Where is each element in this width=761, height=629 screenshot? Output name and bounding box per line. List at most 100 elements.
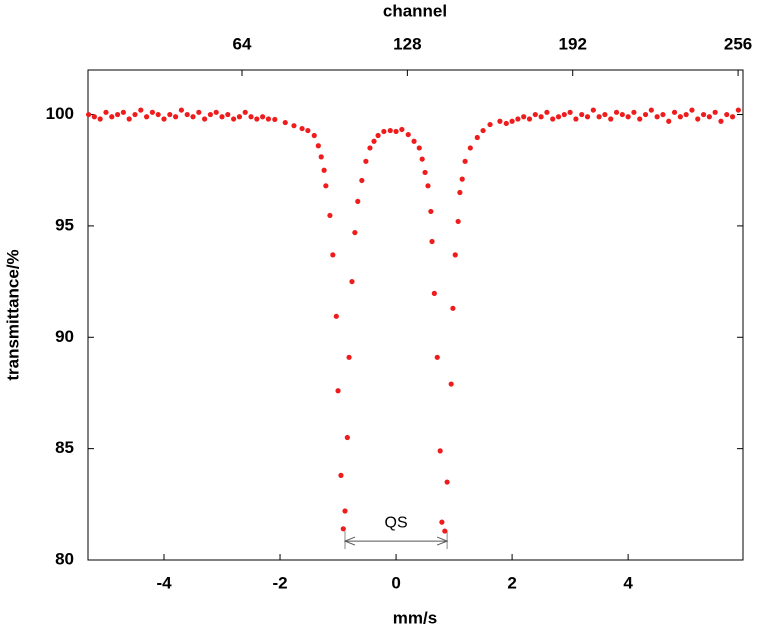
data-point (311, 132, 317, 139)
data-point (555, 114, 562, 120)
data-point (442, 528, 448, 534)
data-point (729, 114, 736, 120)
data-point (155, 111, 161, 118)
y-tick-label: 90 (55, 327, 74, 346)
data-point (480, 127, 486, 134)
data-point (231, 116, 237, 122)
data-point (367, 145, 373, 151)
data-point (444, 479, 450, 485)
data-point (344, 434, 350, 441)
data-point (431, 290, 437, 296)
data-point (452, 252, 458, 258)
data-point (550, 116, 556, 122)
data-point (439, 519, 445, 525)
data-point (642, 111, 649, 118)
data-point (318, 154, 324, 160)
data-point (405, 131, 411, 138)
data-point (602, 111, 608, 118)
data-point (355, 198, 361, 205)
data-point (323, 183, 329, 189)
y-axis-title: transmittance/% (3, 249, 22, 380)
data-point (225, 111, 231, 118)
data-point (590, 107, 596, 113)
data-point (515, 116, 521, 122)
data-point (330, 252, 336, 258)
arrow-head (343, 536, 356, 546)
data-point (437, 448, 443, 454)
plot-frame (87, 69, 744, 561)
data-point (425, 183, 431, 189)
data-point (387, 127, 393, 134)
data-point (455, 218, 461, 225)
data-point (340, 526, 346, 532)
data-point (683, 111, 689, 118)
data-point (625, 114, 631, 120)
y-tick-label: 85 (55, 438, 74, 457)
data-point (584, 114, 591, 120)
data-point (97, 116, 103, 122)
data-point (459, 176, 465, 182)
data-point (138, 107, 144, 113)
x2-tick-label: 256 (724, 34, 752, 53)
y-tick-label: 95 (55, 215, 74, 234)
data-point (202, 116, 208, 122)
data-point (712, 109, 718, 115)
data-point (371, 138, 377, 144)
data-point (338, 472, 344, 478)
data-point (184, 111, 190, 118)
data-point (359, 177, 365, 184)
data-point (613, 109, 620, 115)
data-point (346, 354, 352, 360)
data-point (260, 114, 266, 120)
data-point (706, 114, 712, 120)
data-point (335, 388, 341, 394)
x-tick-label: -4 (156, 573, 172, 592)
data-point (503, 120, 509, 127)
data-point (637, 116, 643, 122)
data-point (196, 109, 202, 115)
data-point (132, 111, 138, 118)
data-point (497, 118, 503, 124)
data-point (671, 109, 678, 115)
data-point (619, 111, 625, 118)
data-point (213, 109, 219, 115)
data-point (242, 109, 248, 115)
data-point (419, 156, 425, 162)
data-point (695, 116, 701, 122)
data-point (161, 116, 167, 122)
data-point (178, 107, 185, 113)
data-point (467, 145, 473, 151)
data-point (700, 111, 707, 118)
x-axis-title: mm/s (393, 608, 437, 627)
arrow-head (436, 536, 449, 546)
data-point (567, 109, 573, 115)
data-point (207, 111, 214, 118)
data-point (677, 114, 683, 120)
data-point (631, 109, 637, 115)
data-point (450, 305, 456, 311)
x-tick-label: 4 (623, 573, 633, 592)
data-point (487, 121, 493, 128)
data-point (526, 116, 533, 122)
annotation-label: QS (385, 514, 408, 531)
data-point (660, 111, 666, 118)
data-point (608, 116, 614, 122)
data-point (363, 158, 369, 164)
data-point (349, 278, 355, 285)
x-tick-label: 2 (507, 573, 516, 592)
data-point (282, 119, 288, 126)
data-point (654, 114, 660, 120)
data-point (381, 128, 387, 135)
data-point (718, 118, 724, 124)
x2-tick-label: 128 (393, 34, 421, 53)
data-point (573, 116, 579, 122)
data-point (596, 114, 602, 120)
data-point (434, 354, 440, 360)
data-point (248, 114, 254, 120)
data-point (735, 107, 741, 113)
data-point (544, 109, 550, 115)
x2-axis-title: channel (383, 1, 447, 20)
data-point (579, 111, 585, 118)
data-point (327, 212, 333, 219)
data-point (291, 123, 297, 129)
